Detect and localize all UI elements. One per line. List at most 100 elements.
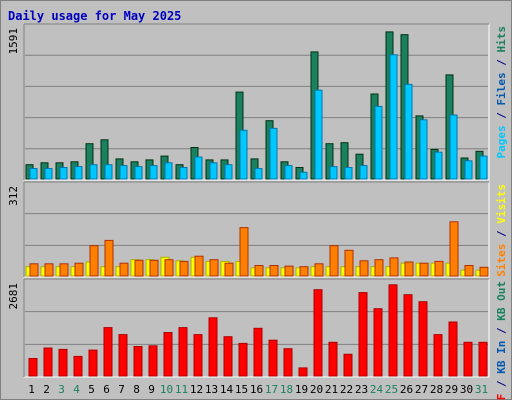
x-tick-label: 16 (250, 383, 263, 396)
bar-sites-day-6 (104, 239, 114, 277)
bar-sites-day-3 (59, 263, 69, 277)
x-tick-label: 10 (160, 383, 173, 396)
bar-pages-day-17 (269, 127, 278, 180)
legend-label-part: Sites (495, 244, 508, 277)
bar-sites-day-7 (119, 262, 129, 277)
bar-kb-f-day-23 (358, 292, 368, 377)
legend-label-part: KB F (495, 394, 508, 400)
bar-sites-day-8 (134, 259, 144, 277)
bar-kb-f-day-6 (103, 327, 113, 377)
bar-sites-day-5 (89, 245, 99, 277)
x-tick-label: 15 (235, 383, 248, 396)
bar-kb-f-day-27 (418, 301, 428, 377)
bar-pages-day-22 (344, 167, 353, 180)
x-tick-label: 18 (280, 383, 293, 396)
legend-label-part: / (495, 224, 508, 244)
bar-kb-f-day-15 (238, 342, 248, 377)
bar-sites-day-26 (404, 261, 414, 277)
bar-pages-day-10 (164, 162, 173, 180)
bar-kb-f-day-18 (283, 348, 293, 377)
bar-sites-day-13 (209, 259, 219, 277)
x-tick-label: 1 (28, 383, 35, 396)
bar-sites-day-16 (254, 265, 264, 277)
bar-pages-day-9 (149, 165, 158, 180)
bar-pages-day-31 (479, 155, 488, 180)
bar-kb-f-day-22 (343, 353, 353, 377)
x-tick-label: 28 (430, 383, 443, 396)
bar-pages-day-24 (374, 105, 383, 180)
x-tick-label: 23 (355, 383, 368, 396)
bar-sites-day-14 (224, 262, 234, 277)
bar-sites-day-2 (44, 263, 54, 277)
bar-sites-day-9 (149, 259, 159, 277)
panel-visits-sites: 312 Sites / Visits (7, 181, 508, 278)
panel-legend-label: Pages / Files / Hits (495, 26, 508, 159)
bar-sites-day-15 (239, 227, 249, 277)
bar-kb-f-day-26 (403, 294, 413, 377)
x-tick-label: 9 (148, 383, 155, 396)
x-tick-label: 14 (220, 383, 234, 396)
x-tick-label: 3 (58, 383, 65, 396)
bar-sites-day-31 (479, 266, 489, 277)
panel-hits-files-pages: 1591 Pages / Files / Hits (7, 23, 508, 181)
x-tick-label: 24 (370, 383, 384, 396)
bar-pages-day-19 (299, 171, 308, 180)
x-tick-label: 26 (400, 383, 413, 396)
bar-pages-day-27 (419, 119, 428, 180)
bar-kb-f-day-20 (313, 289, 323, 377)
bar-pages-day-13 (209, 162, 218, 180)
bar-sites-day-1 (29, 263, 39, 277)
x-tick-label: 8 (133, 383, 140, 396)
legend-label-part: / (495, 321, 508, 341)
bar-pages-day-20 (314, 89, 323, 180)
bar-sites-day-18 (284, 265, 294, 277)
chart-title: Daily usage for May 2025 (8, 9, 181, 23)
bar-sites-day-4 (74, 262, 84, 277)
x-tick-label: 13 (205, 383, 218, 396)
legend-label-part: KB Out (495, 281, 508, 321)
bar-kb-f-day-31 (478, 341, 488, 377)
x-tick-label: 20 (310, 383, 323, 396)
x-tick-label: 12 (190, 383, 203, 396)
legend-label-part: Files (495, 72, 508, 105)
x-axis-labels: 1 2 3 4 5 6 7 8 9 10 11 12 13 14 15 16 17 18 19 20 21 22 23 24 2… (28, 383, 488, 396)
bar-pages-day-11 (179, 167, 188, 180)
bar-kb-f-day-5 (88, 349, 98, 377)
bar-pages-day-6 (104, 164, 113, 180)
legend-label-part: / (495, 53, 508, 73)
bar-pages-day-12 (194, 156, 203, 180)
bar-sites-day-22 (344, 249, 354, 277)
bar-sites-day-19 (299, 266, 309, 277)
bar-kb-f-day-29 (448, 321, 458, 377)
bar-sites-day-23 (359, 260, 369, 277)
panel-max-label: 1591 (7, 28, 20, 55)
x-tick-label: 11 (175, 383, 188, 396)
legend-label-part: KB In (495, 341, 508, 374)
panel-legend-label: Sites / Visits (495, 184, 508, 277)
x-tick-label: 2 (43, 383, 50, 396)
legend-label-part: / (495, 374, 508, 394)
bar-pages-day-7 (119, 165, 128, 180)
bar-sites-day-12 (194, 255, 204, 277)
panel-kb: 2681KB F / KB In / KB Out (7, 278, 508, 405)
x-tick-label: 21 (325, 383, 338, 396)
bar-pages-day-16 (254, 168, 263, 180)
bar-sites-day-11 (179, 260, 189, 277)
bar-kb-f-day-8 (133, 346, 143, 377)
bar-kb-f-day-16 (253, 327, 263, 377)
bar-pages-day-28 (434, 151, 443, 180)
bar-sites-day-29 (449, 221, 459, 277)
bar-sites-day-21 (329, 245, 339, 277)
bar-pages-day-15 (239, 129, 248, 180)
bar-kb-f-day-24 (373, 308, 383, 377)
bar-kb-f-day-30 (463, 341, 473, 377)
bar-pages-day-21 (329, 166, 338, 180)
x-tick-label: 30 (460, 383, 473, 396)
bar-pages-day-25 (389, 54, 398, 180)
bar-pages-day-18 (284, 165, 293, 180)
bar-pages-day-3 (59, 167, 68, 180)
x-tick-label: 29 (445, 383, 458, 396)
panel-max-label: 2681 (7, 283, 20, 310)
legend-label-part: Visits (495, 184, 508, 224)
x-tick-label: 6 (103, 383, 110, 396)
